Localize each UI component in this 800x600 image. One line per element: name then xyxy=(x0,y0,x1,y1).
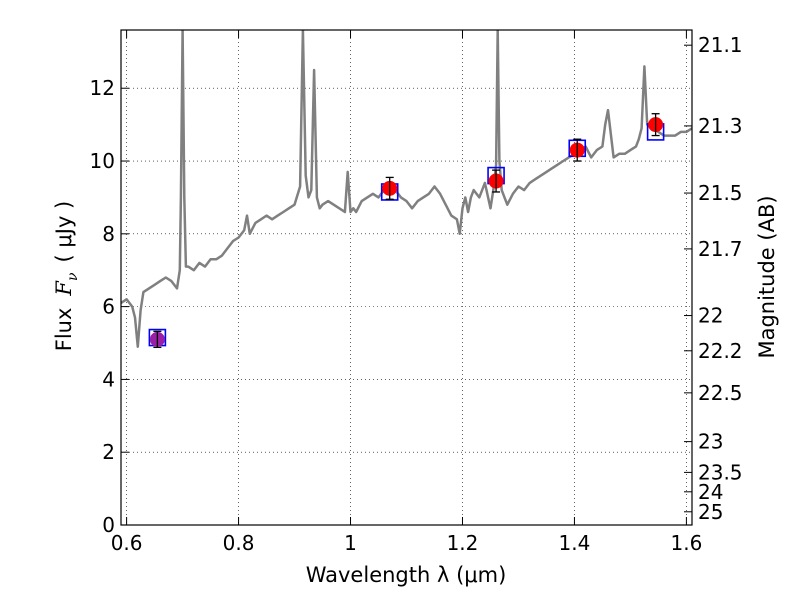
y-label-flux: Flux xyxy=(52,308,76,352)
right-tick-label: 25 xyxy=(698,500,723,524)
spectrum-series xyxy=(121,30,692,348)
plot-frame xyxy=(120,29,693,526)
y-axis-label-left: Flux Fν ( μJy ) xyxy=(52,201,81,351)
y-tick-label: 2 xyxy=(102,440,115,464)
right-tick-label: 22.2 xyxy=(698,339,743,363)
right-tick-label: 21.7 xyxy=(698,237,743,261)
right-tick-label: 21.5 xyxy=(698,181,743,205)
y-tick-label: 10 xyxy=(90,149,115,173)
ticks: 0.6 0.8 1 1.2 1.4 1.602468101221.121.321.521.… xyxy=(90,30,743,555)
y-tick-label: 0 xyxy=(102,513,115,537)
y-tick-label: 8 xyxy=(102,222,115,246)
model-photometry-series xyxy=(148,123,665,347)
grid xyxy=(121,30,692,525)
y-tick-label: 6 xyxy=(102,295,115,319)
y-tick-label: 4 xyxy=(102,367,115,391)
right-tick-label: 23 xyxy=(698,430,723,454)
x-tick-label: 1.6 xyxy=(670,531,702,555)
x-axis-label: Wavelength λ (μm) xyxy=(306,563,507,587)
y-label-subscript: ν xyxy=(65,272,81,281)
x-tick-label: 1.4 xyxy=(559,531,591,555)
x-tick-label: 0.8 xyxy=(223,531,255,555)
x-tick-label: 0.6 xyxy=(111,531,143,555)
observed-photometry-series xyxy=(149,113,664,349)
x-tick-label: 1 xyxy=(344,531,357,555)
right-tick-label: 23.5 xyxy=(698,460,743,484)
right-tick-label: 22 xyxy=(698,304,723,328)
right-tick-label: 24 xyxy=(698,480,723,504)
right-tick-label: 22.5 xyxy=(698,381,743,405)
x-tick-label: 1.2 xyxy=(447,531,479,555)
spectrum-line xyxy=(121,30,692,348)
y-label-symbol: F xyxy=(52,280,76,297)
y-axis-label-right: Magnitude (AB) xyxy=(755,195,779,358)
y-tick-label: 12 xyxy=(90,76,115,100)
right-tick-label: 21.3 xyxy=(698,114,743,138)
right-tick-label: 21.1 xyxy=(698,33,743,57)
y-label-unit: ( μJy ) xyxy=(52,201,76,263)
